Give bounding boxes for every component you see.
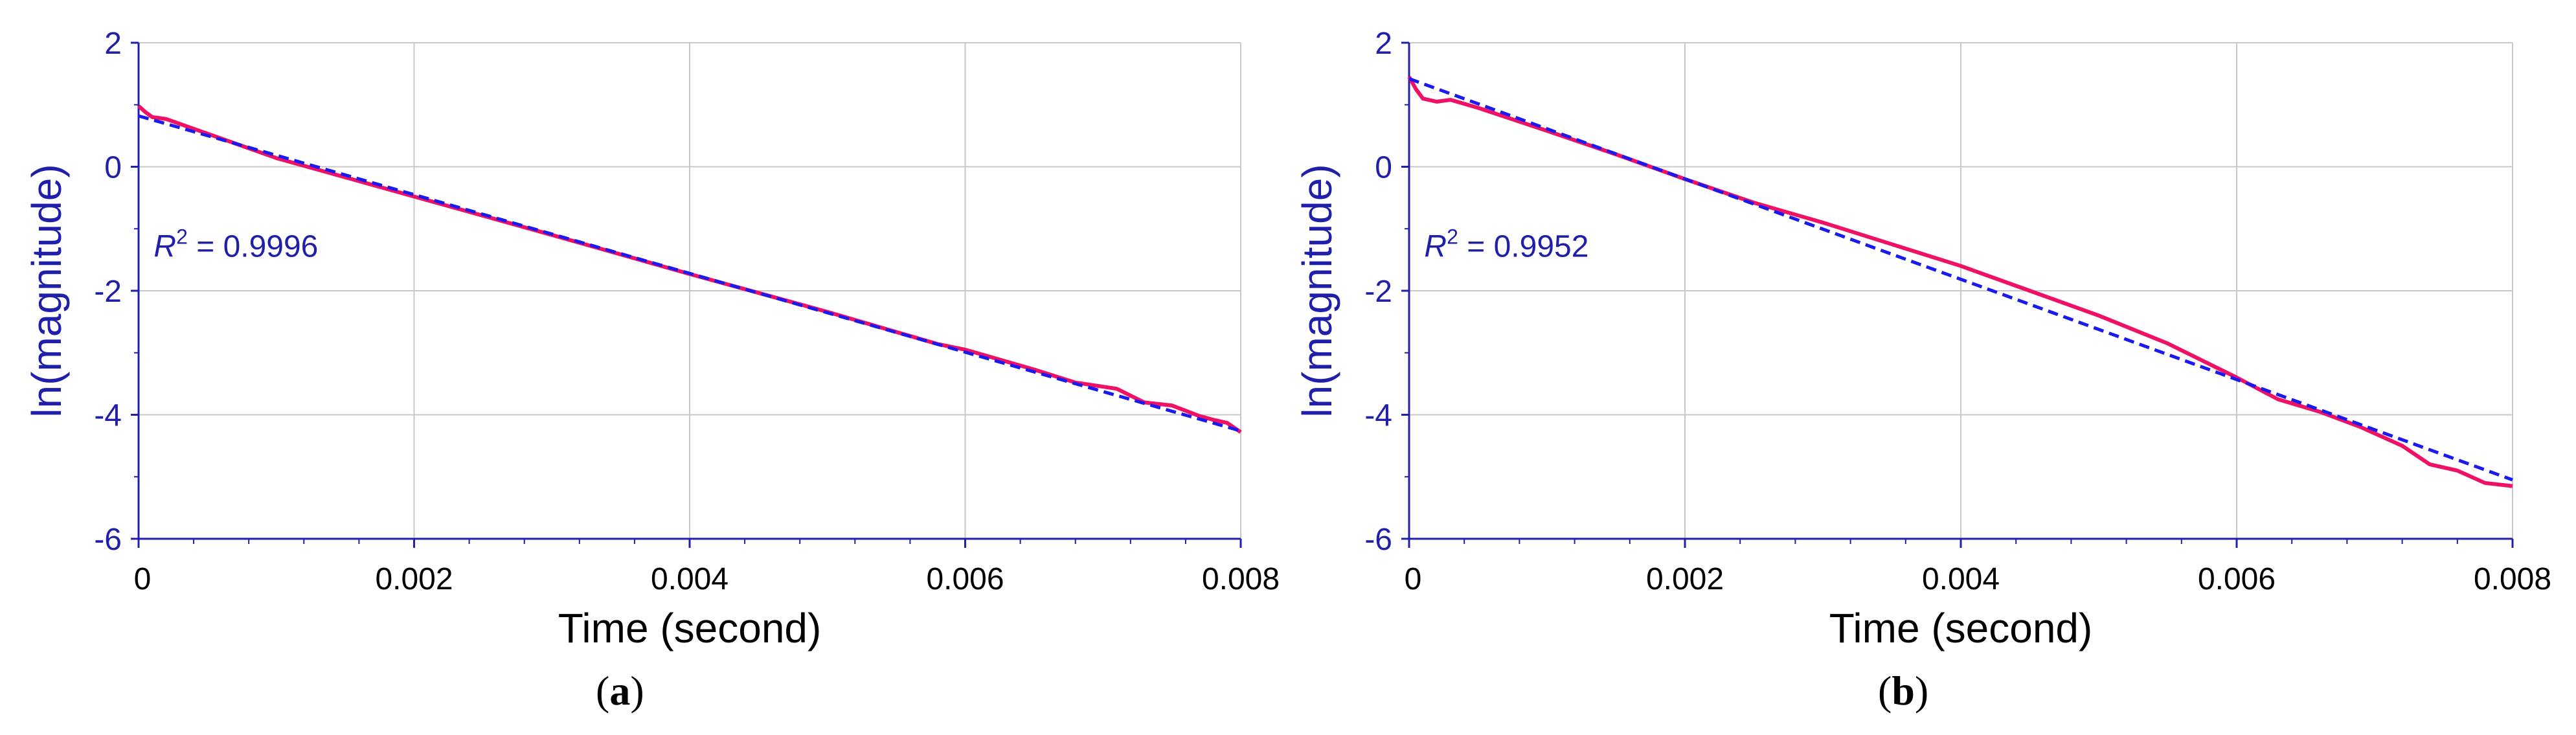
x-tick-label: 0.002 [1646, 562, 1724, 596]
measured-line [1407, 76, 2513, 488]
panel-label-a: (a) [596, 668, 644, 714]
y-tick-label: -2 [1364, 275, 1392, 309]
x-tick-label: 0.008 [2474, 562, 2551, 596]
y-tick-label: -6 [1364, 523, 1392, 557]
y-axis-label: ln(magnitude) [1294, 164, 1340, 417]
x-tick-label: 0.008 [1202, 562, 1280, 596]
x-tick-label: 0.006 [2198, 562, 2276, 596]
x-tick-label: 0.004 [651, 562, 729, 596]
x-tick-label: 0 [1405, 562, 1422, 596]
x-tick-label: 0 [134, 562, 152, 596]
y-tick-label: 0 [104, 151, 122, 185]
fit-line [1408, 77, 2513, 482]
y-tick-label: -2 [94, 275, 122, 309]
chart-a: -6 -4 -2 0 2 0 0.002 0.004 0.006 0.008 R2 = 0.9996… [23, 27, 1280, 651]
y-tick-label: -4 [94, 399, 122, 433]
y-axis-label: ln(magnitude) [23, 164, 70, 417]
y-tick-label: 2 [1375, 27, 1392, 61]
x-axis-label: Time (second) [1829, 605, 2093, 651]
y-tick-label: -6 [94, 523, 122, 557]
panel-label-b: (b) [1878, 668, 1929, 714]
r-squared-annotation: R2 = 0.9996 [153, 225, 318, 264]
x-tick-label: 0.002 [375, 562, 453, 596]
y-tick-label: 0 [1375, 151, 1392, 185]
chart-b: -6 -4 -2 0 2 0 0.002 0.004 0.006 0.008 R2 = 0.9952… [1294, 27, 2551, 651]
fit-line [138, 114, 1241, 433]
x-tick-label: 0.006 [926, 562, 1004, 596]
r-squared-annotation: R2 = 0.9952 [1424, 225, 1588, 264]
y-tick-label: 2 [104, 27, 122, 61]
x-axis-label: Time (second) [558, 605, 822, 651]
y-tick-label: -4 [1364, 399, 1392, 433]
x-tick-label: 0.004 [1922, 562, 2000, 596]
